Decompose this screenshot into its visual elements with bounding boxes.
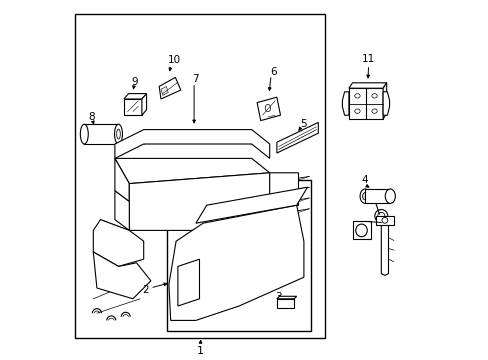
Polygon shape (196, 187, 307, 223)
Text: 6: 6 (270, 67, 277, 77)
Ellipse shape (117, 129, 120, 139)
Bar (75, 14, 325, 338)
Ellipse shape (80, 124, 88, 144)
Polygon shape (129, 173, 269, 230)
Polygon shape (93, 220, 143, 266)
Text: 7: 7 (192, 74, 199, 84)
Polygon shape (123, 99, 142, 115)
Text: 8: 8 (88, 112, 95, 122)
Bar (348, 88, 382, 119)
Ellipse shape (359, 189, 369, 203)
Polygon shape (352, 221, 370, 239)
Ellipse shape (362, 193, 367, 200)
Text: 10: 10 (167, 55, 181, 66)
Bar (167, 180, 310, 331)
Text: 5: 5 (299, 119, 306, 129)
Polygon shape (115, 158, 129, 202)
Polygon shape (161, 86, 168, 95)
Bar (84, 124, 118, 144)
Polygon shape (269, 173, 298, 216)
Text: 4: 4 (361, 175, 367, 185)
Polygon shape (375, 216, 393, 225)
Ellipse shape (385, 189, 394, 203)
Polygon shape (342, 92, 348, 115)
Polygon shape (115, 130, 269, 158)
Polygon shape (159, 77, 181, 99)
Polygon shape (348, 83, 386, 88)
Polygon shape (257, 97, 280, 121)
Polygon shape (93, 252, 151, 299)
Polygon shape (115, 191, 129, 230)
Polygon shape (115, 158, 269, 184)
Polygon shape (382, 83, 386, 119)
Polygon shape (168, 205, 303, 320)
Text: 11: 11 (361, 54, 375, 64)
Polygon shape (178, 259, 199, 306)
Circle shape (374, 210, 387, 222)
Polygon shape (142, 94, 146, 115)
Text: 3: 3 (275, 292, 282, 302)
Polygon shape (123, 94, 146, 99)
Circle shape (381, 217, 387, 223)
Polygon shape (276, 296, 296, 299)
Bar (365, 189, 389, 203)
Polygon shape (381, 223, 387, 275)
Text: 2: 2 (142, 285, 148, 295)
Text: 1: 1 (197, 346, 203, 356)
Polygon shape (276, 122, 318, 153)
Ellipse shape (114, 124, 122, 144)
Text: 9: 9 (131, 77, 138, 87)
Circle shape (377, 212, 384, 220)
Bar (276, 299, 294, 308)
Polygon shape (382, 92, 389, 115)
